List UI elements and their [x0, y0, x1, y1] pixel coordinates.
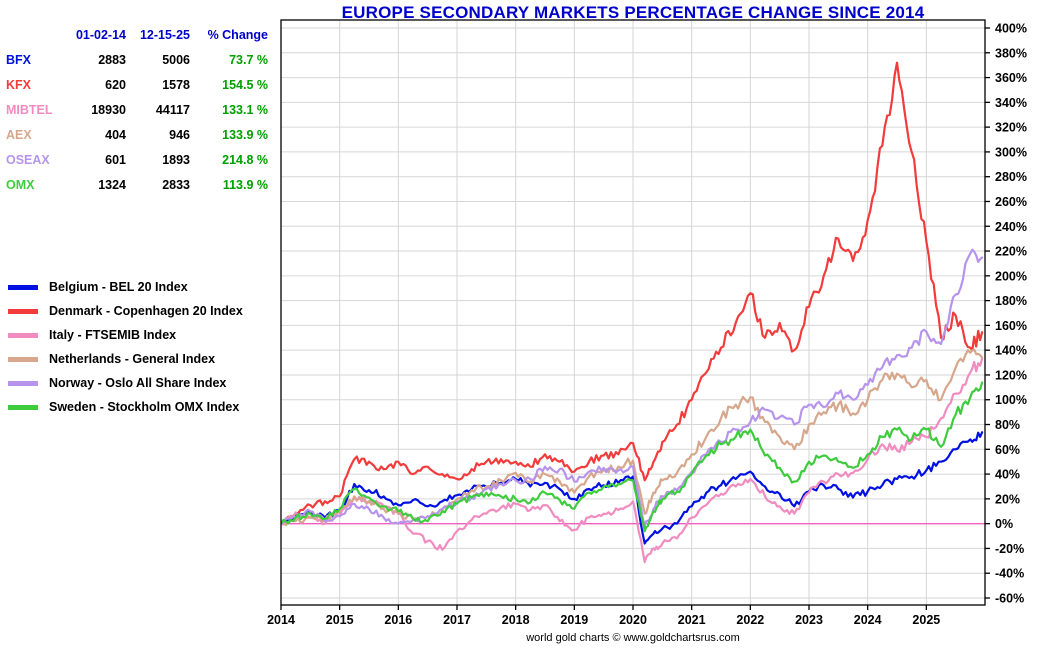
legend-item: Sweden - Stockholm OMX Index — [8, 395, 243, 419]
legend-item: Netherlands - General Index — [8, 347, 243, 371]
quote-table-header-change: % Change — [207, 27, 268, 42]
legend-item: Italy - FTSEMIB Index — [8, 323, 243, 347]
series-line-omx — [281, 381, 984, 533]
y-tick-label: 320% — [995, 121, 1027, 135]
y-tick-label: 180% — [995, 294, 1027, 308]
y-tick-label: 120% — [995, 368, 1027, 382]
x-tick-label: 2017 — [443, 613, 471, 627]
legend-swatch — [8, 356, 38, 362]
index-symbol: BFX — [6, 52, 31, 67]
series-line-kfx — [281, 61, 984, 525]
y-tick-label: 260% — [995, 195, 1027, 209]
index-symbol: AEX — [6, 127, 32, 142]
legend-label: Belgium - BEL 20 Index — [49, 280, 188, 294]
end-value: 2833 — [162, 177, 190, 192]
x-tick-label: 2023 — [795, 613, 823, 627]
start-value: 404 — [105, 127, 126, 142]
table-row-mibtel: MIBTEL 18930 44117 133.1 % — [6, 97, 272, 122]
x-tick-label: 2015 — [326, 613, 354, 627]
y-tick-label: -40% — [995, 567, 1024, 581]
table-row-bfx: BFX 2883 5006 73.7 % — [6, 47, 272, 72]
x-tick-label: 2019 — [560, 613, 588, 627]
series-group — [281, 61, 984, 564]
x-tick-label: 2020 — [619, 613, 647, 627]
start-value: 601 — [105, 152, 126, 167]
legend-item: Belgium - BEL 20 Index — [8, 275, 243, 299]
legend-swatch — [8, 404, 38, 410]
y-tick-label: -60% — [995, 592, 1024, 606]
index-symbol: KFX — [6, 77, 31, 92]
chart-legend: Belgium - BEL 20 Index Denmark - Copenhag… — [8, 275, 243, 419]
chart-footer: world gold charts © www.goldchartsrus.co… — [526, 632, 740, 644]
series-line-oseax — [281, 248, 984, 528]
percent-change: 133.9 % — [222, 127, 268, 142]
index-symbol: OSEAX — [6, 152, 50, 167]
table-row-omx: OMX 1324 2833 113.9 % — [6, 172, 272, 197]
quote-table-header-start-date: 01-02-14 — [75, 27, 126, 42]
end-value: 1893 — [162, 152, 190, 167]
start-value: 2883 — [98, 52, 126, 67]
y-tick-label: 240% — [995, 220, 1027, 234]
legend-swatch — [8, 284, 38, 290]
y-tick-label: 100% — [995, 393, 1027, 407]
legend-item: Norway - Oslo All Share Index — [8, 371, 243, 395]
end-value: 946 — [169, 127, 190, 142]
legend-swatch — [8, 332, 38, 338]
legend-label: Norway - Oslo All Share Index — [49, 376, 227, 390]
legend-swatch — [8, 380, 38, 386]
index-symbol: MIBTEL — [6, 102, 53, 117]
x-tick-label: 2022 — [736, 613, 764, 627]
legend-label: Denmark - Copenhagen 20 Index — [49, 304, 243, 318]
percent-change: 154.5 % — [222, 77, 268, 92]
x-tick-label: 2014 — [267, 613, 295, 627]
percent-change: 133.1 % — [222, 102, 268, 117]
table-row-oseax: OSEAX 601 1893 214.8 % — [6, 147, 272, 172]
table-row-kfx: KFX 620 1578 154.5 % — [6, 72, 272, 97]
percent-change: 214.8 % — [222, 152, 268, 167]
x-tick-label: 2025 — [912, 613, 940, 627]
x-tick-label: 2016 — [384, 613, 412, 627]
y-tick-label: 60% — [995, 443, 1020, 457]
legend-label: Sweden - Stockholm OMX Index — [49, 400, 240, 414]
y-tick-label: -20% — [995, 542, 1024, 556]
y-tick-label: 400% — [995, 22, 1027, 36]
start-value: 1324 — [98, 177, 126, 192]
y-tick-label: 80% — [995, 418, 1020, 432]
legend-label: Italy - FTSEMIB Index — [49, 328, 177, 342]
index-symbol: OMX — [6, 177, 35, 192]
y-tick-label: 0% — [995, 517, 1013, 531]
y-tick-label: 20% — [995, 492, 1020, 506]
x-tick-label: 2021 — [678, 613, 706, 627]
legend-item: Denmark - Copenhagen 20 Index — [8, 299, 243, 323]
y-tick-label: 340% — [995, 96, 1027, 110]
quote-table-header-end-date: 12-15-25 — [139, 27, 190, 42]
quote-table-header: 01-02-14 12-15-25 % Change — [6, 22, 272, 47]
percent-change: 113.9 % — [222, 177, 268, 192]
end-value: 5006 — [162, 52, 190, 67]
y-tick-label: 140% — [995, 344, 1027, 358]
y-tick-label: 220% — [995, 245, 1027, 259]
y-tick-label: 200% — [995, 269, 1027, 283]
x-tick-label: 2024 — [854, 613, 882, 627]
table-row-aex: AEX 404 946 133.9 % — [6, 122, 272, 147]
legend-label: Netherlands - General Index — [49, 352, 216, 366]
percent-change: 73.7 % — [229, 52, 268, 67]
y-tick-label: 280% — [995, 170, 1027, 184]
end-value: 1578 — [162, 77, 190, 92]
y-tick-label: 40% — [995, 468, 1020, 482]
series-line-bfx — [281, 431, 984, 545]
end-value: 44117 — [155, 102, 190, 117]
chart-title: EUROPE SECONDARY MARKETS PERCENTAGE CHAN… — [341, 3, 925, 22]
start-value: 18930 — [91, 102, 126, 117]
start-value: 620 — [105, 77, 126, 92]
y-tick-label: 360% — [995, 71, 1027, 85]
x-tick-label: 2018 — [502, 613, 530, 627]
y-tick-label: 380% — [995, 46, 1027, 60]
quote-table: 01-02-14 12-15-25 % Change BFX 2883 5006 73… — [6, 22, 272, 197]
y-tick-label: 300% — [995, 145, 1027, 159]
legend-swatch — [8, 308, 38, 314]
y-tick-label: 160% — [995, 319, 1027, 333]
